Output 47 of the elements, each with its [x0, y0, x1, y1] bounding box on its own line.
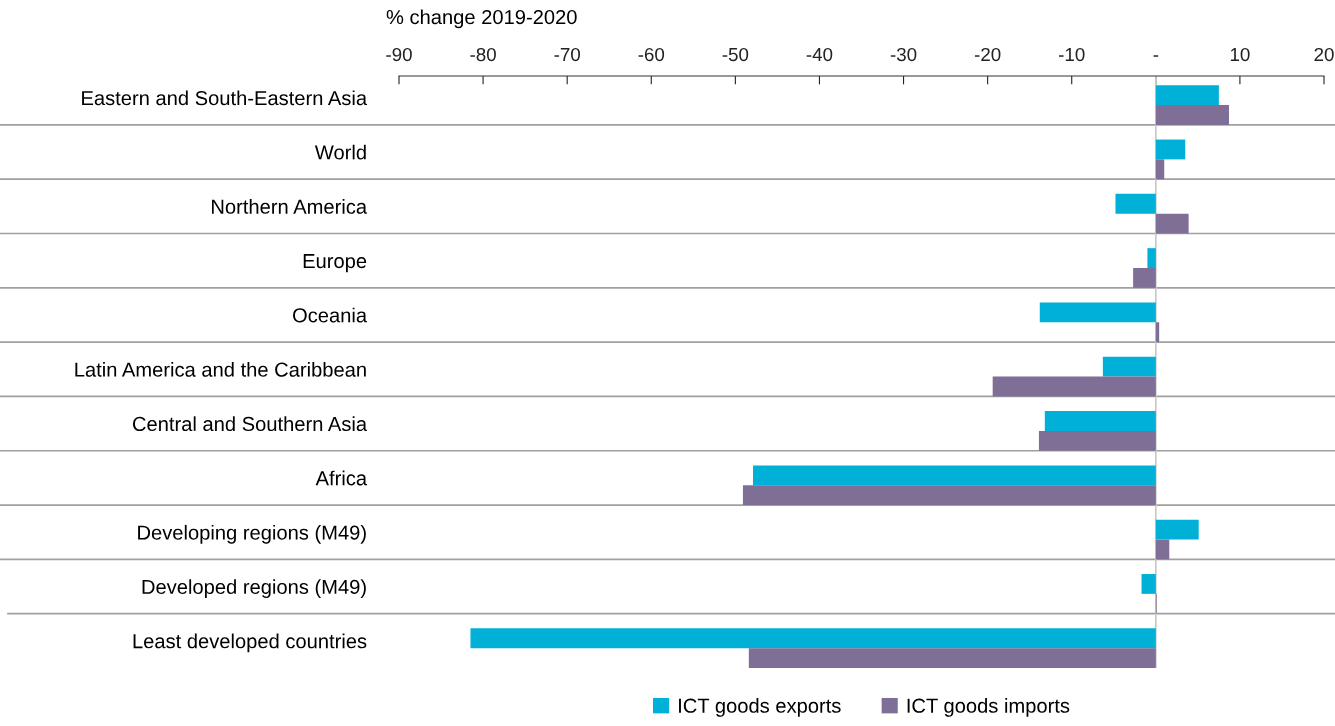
legend-label: ICT goods exports	[679, 698, 841, 717]
x-tick-label: -60	[638, 47, 665, 62]
y-tick-label: Developing regions (M49)	[138, 524, 366, 544]
y-tick-label: Developed regions (M49)	[142, 579, 366, 599]
bar	[1155, 139, 1186, 160]
x-tick-label: -	[1153, 55, 1159, 57]
bar	[1155, 85, 1219, 106]
y-tick-label: Northern America	[212, 199, 368, 214]
bar	[1155, 322, 1160, 343]
bar	[1141, 574, 1156, 594]
y-tick-label: World	[314, 144, 366, 160]
x-axis-title: % change 2019-2020	[386, 9, 577, 29]
x-tick-label: -90	[386, 47, 412, 62]
y-tick-label: Africa	[315, 470, 368, 486]
bar	[1044, 411, 1156, 431]
x-tick-label: -70	[554, 47, 580, 62]
bar	[1115, 193, 1156, 214]
x-tick-label: -80	[470, 47, 496, 62]
bar	[1038, 430, 1156, 451]
x-tick-label: -30	[890, 47, 917, 62]
bar	[1155, 539, 1170, 560]
bar	[1039, 302, 1156, 323]
bar	[753, 465, 1156, 486]
y-tick-label: Europe	[303, 254, 367, 273]
y-tick-label: Least developed countries	[133, 633, 367, 653]
y-tick-label: Central and Southern Asia	[132, 416, 368, 432]
bar	[1147, 248, 1156, 268]
bar	[992, 376, 1156, 397]
y-tick-label: Oceania	[293, 307, 368, 323]
x-tick-label: -40	[806, 47, 833, 62]
x-tick-label: 10	[1230, 47, 1250, 62]
bar	[1102, 356, 1156, 377]
bar	[1155, 213, 1189, 234]
x-tick-label: -10	[1059, 47, 1085, 62]
x-tick-label: 20	[1314, 47, 1334, 62]
bar	[470, 628, 1156, 649]
bar	[742, 485, 1156, 506]
y-tick-label: Eastern and South-Eastern Asia	[82, 90, 368, 106]
bar	[1155, 159, 1165, 180]
x-tick-label: -50	[722, 47, 749, 62]
legend-label: ICT goods imports	[907, 698, 1070, 717]
bar	[748, 648, 1156, 668]
bar	[1133, 267, 1156, 288]
bar	[1155, 105, 1229, 125]
x-tick-label: -20	[974, 47, 1001, 62]
y-tick-label: Latin America and the Caribbean	[75, 361, 366, 377]
bar	[1155, 519, 1199, 540]
